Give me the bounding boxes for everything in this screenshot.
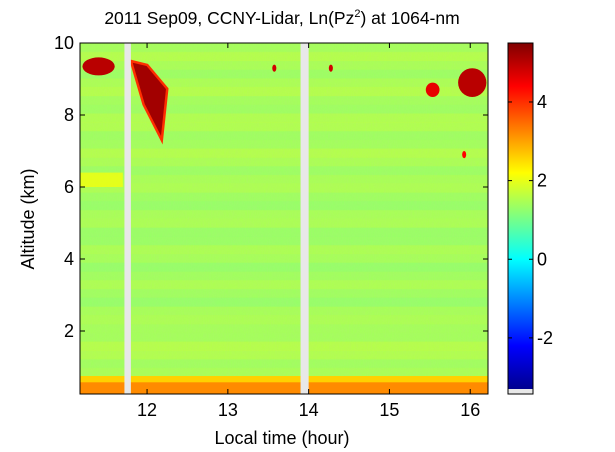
- y-tick-label: 6: [64, 177, 74, 197]
- x-tick-label: 14: [299, 400, 319, 420]
- heatmap-feature-halo: [129, 59, 169, 145]
- data-gap: [300, 43, 309, 394]
- heatmap-feature: [458, 68, 487, 97]
- chart-title-suffix: ) at 1064-nm: [360, 8, 459, 28]
- heatmap-feature: [328, 64, 333, 72]
- chart-title: 2011 Sep09, CCNY-Lidar, Ln(Pz2) at 1064-…: [104, 8, 459, 28]
- colorbar-tick-label: 0: [537, 249, 547, 269]
- chart-title-prefix: 2011 Sep09, CCNY-Lidar, Ln(Pz: [104, 8, 354, 28]
- x-tick-label: 16: [460, 400, 480, 420]
- heatmap-plot-area: 12 13 14 15 16 2 4 6 8 10: [54, 33, 489, 420]
- heatmap-feature: [272, 64, 277, 72]
- x-tick-label: 15: [379, 400, 399, 420]
- x-tick-label: 12: [137, 400, 157, 420]
- y-tick-label: 2: [64, 321, 74, 341]
- y-tick-label: 10: [54, 33, 74, 53]
- y-axis-ticks: 2 4 6 8 10: [54, 33, 488, 341]
- heatmap-features: [80, 57, 488, 394]
- colorbar-ticks: -2 0 2 4: [508, 92, 553, 348]
- data-gaps: [124, 43, 309, 394]
- colorbar-tick-label: -2: [537, 328, 553, 348]
- colorbar-frame: [507, 42, 534, 395]
- y-tick-label: 4: [64, 249, 74, 269]
- colorbar: -2 0 2 4: [507, 42, 553, 395]
- chart-title-superscript: 2: [354, 8, 360, 20]
- y-tick-label: 8: [64, 105, 74, 125]
- heatmap-feature: [425, 82, 440, 98]
- x-tick-label: 13: [218, 400, 238, 420]
- colorbar-tick-label: 2: [537, 171, 547, 191]
- colorbar-tick-label: 4: [537, 92, 547, 112]
- data-gap: [124, 43, 131, 394]
- heatmap-feature: [462, 151, 467, 159]
- heatmap-feature: [130, 61, 168, 141]
- heatmap-feature: [80, 172, 123, 187]
- colorbar-nodata-cell: [508, 389, 533, 394]
- x-axis-ticks: 12 13 14 15 16: [137, 43, 480, 420]
- x-axis-label: Local time (hour): [214, 428, 349, 448]
- heatmap-feature-core: [80, 382, 488, 394]
- colorbar-gradient: [508, 43, 533, 389]
- y-axis-label: Altitude (km): [18, 168, 38, 269]
- heatmap-feature: [82, 57, 115, 76]
- plot-frame: [79, 42, 489, 395]
